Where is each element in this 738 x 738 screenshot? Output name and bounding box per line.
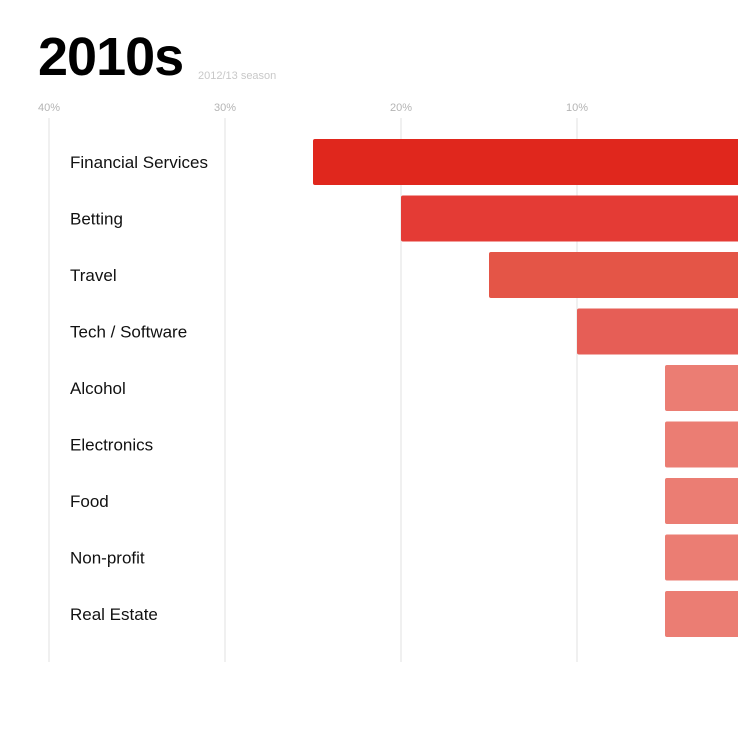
category-label: Food [70,492,109,511]
category-label: Electronics [70,436,153,455]
category-label: Real Estate [70,605,158,624]
category-label: Betting [70,210,123,229]
category-label: Alcohol [70,379,126,398]
category-label: Travel [70,266,117,285]
bar [665,365,738,411]
tick-label: 10% [566,102,588,114]
bar [577,308,738,355]
category-label: Non-profit [70,549,145,568]
bars [313,139,738,637]
tick-label: 30% [214,102,236,114]
chart-subtitle: 2012/13 season [198,70,277,82]
axis-tick-labels: 40% 30% 20% 10% [38,102,588,114]
tick-label: 20% [390,102,412,114]
tick-label: 40% [38,102,60,114]
category-label: Financial Services [70,153,208,172]
bar [665,591,738,637]
bar [665,478,738,524]
chart-title: 2010s [38,27,184,87]
category-labels: Financial Services Betting Travel Tech / So… [70,153,208,624]
bar [489,252,738,298]
bar [401,195,738,242]
category-label: Tech / Software [70,323,187,342]
bar [665,421,738,468]
bar [313,139,738,185]
bar [665,534,738,581]
